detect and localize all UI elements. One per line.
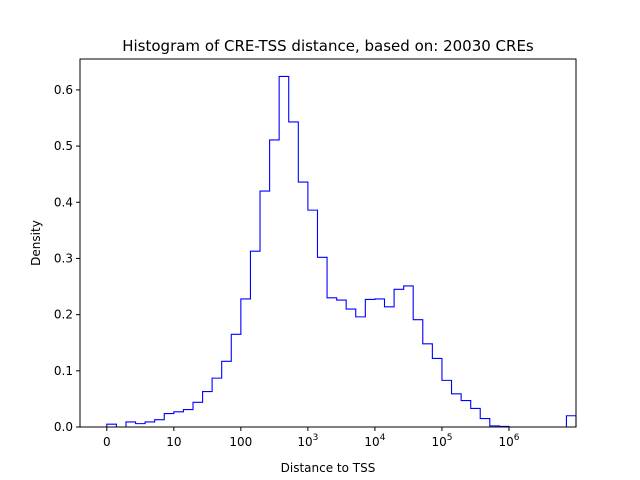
x-tick-base: 10 <box>364 435 379 449</box>
x-tick-label: 10 <box>166 435 181 449</box>
y-tick-label: 0.4 <box>54 195 73 209</box>
x-tick-label: 103 <box>297 433 318 449</box>
y-tick-label: 0.3 <box>54 251 73 265</box>
x-axis-label: Distance to TSS <box>281 461 376 475</box>
x-tick-exponent: 3 <box>313 433 319 443</box>
axes-frame <box>79 58 577 428</box>
y-tick-label: 0.5 <box>54 139 73 153</box>
y-axis-label: Density <box>29 220 43 266</box>
x-tick-base: 0 <box>103 435 111 449</box>
y-tick-label: 0.1 <box>54 364 73 378</box>
x-tick-label: 106 <box>498 433 519 449</box>
y-tick-label: 0.0 <box>54 420 73 434</box>
histogram-step-line <box>106 75 577 428</box>
x-tick-label: 105 <box>431 433 452 449</box>
x-tick-base: 10 <box>431 435 446 449</box>
y-tick-label: 0.2 <box>54 308 73 322</box>
x-tick-base: 10 <box>297 435 312 449</box>
x-tick-label: 104 <box>364 433 385 449</box>
x-tick-label: 0 <box>103 435 111 449</box>
x-tick-exponent: 4 <box>380 433 386 443</box>
x-tick-exponent: 5 <box>447 433 453 443</box>
x-tick-base: 10 <box>498 435 513 449</box>
chart-title: Histogram of CRE-TSS distance, based on:… <box>122 37 534 55</box>
x-tick-label: 100 <box>229 435 252 449</box>
x-tick-base: 100 <box>229 435 252 449</box>
x-tick-base: 10 <box>166 435 181 449</box>
y-tick-label: 0.6 <box>54 83 73 97</box>
plot-area <box>106 75 577 428</box>
x-tick-exponent: 6 <box>514 433 520 443</box>
